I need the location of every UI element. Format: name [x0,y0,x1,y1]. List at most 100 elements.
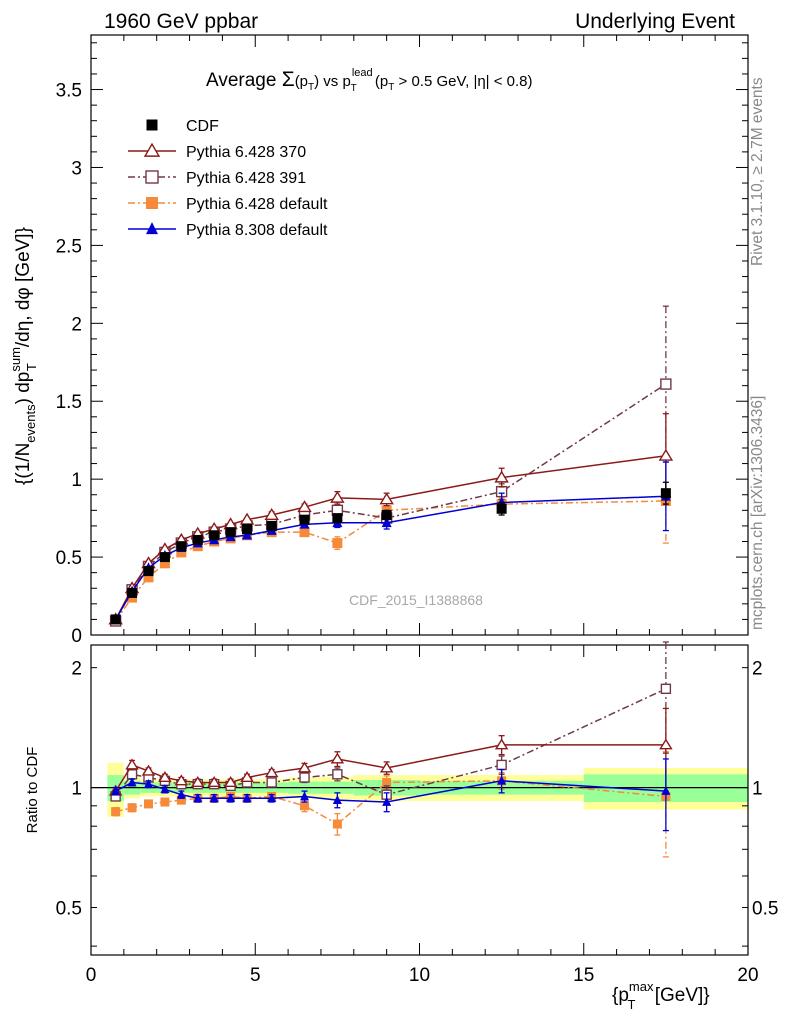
main-point-cdf [660,488,671,499]
ratio-point-p370 [191,776,205,788]
legend-label-p391: Pythia 6.428 391 [186,170,306,187]
ratio-y-tick-label: 1 [71,779,82,800]
main-point-p370 [264,507,279,520]
main-point-p6def [299,527,310,538]
plot-title-pt-sub: T [308,82,314,93]
x-tick-label: 0 [86,965,97,986]
ratio-point-p8def [193,793,203,803]
main-point-cdf [381,510,392,520]
analysis-watermark: CDF_2015_I1388868 [349,592,483,608]
mcplots-label: mcplots.cern.ch [arXiv:1306.3436] [749,396,766,630]
ratio-point-p370 [494,738,509,750]
ratio-point-p8def [267,793,277,803]
y-tick-label: 1 [71,470,82,491]
main-point-p6def [159,558,170,569]
main-point-p370 [379,492,394,505]
main-point-p6def [332,538,343,549]
ratio-point-p6def [160,797,170,807]
plot-title-cut-rest: > 0.5 GeV, |η| < 0.8) [394,73,532,90]
ratio-point-p370 [125,758,139,770]
main-point-cdf [496,503,507,514]
ratio-point-p370 [174,774,189,786]
main-point-cdf [332,513,343,524]
ratio-panel: 0.5 0.5 1 1 2 2 [56,641,778,956]
xlabel-b: [GeV]} [649,985,709,1006]
plot-title-pt-close: ) [314,73,319,90]
xlabel-a-sup: max [629,979,654,994]
ratio-point-p6def [111,807,121,817]
ratio-point-p370 [158,771,172,783]
y-tick-label: 2.5 [56,236,82,257]
ratio-y-tick-label: 0.5 [56,899,82,920]
x-tick-label: 15 [573,965,594,986]
ylabel-main-c: /dη, dφ [GeV]} [13,227,34,347]
ylabel-main-b-sub: T [24,363,39,371]
ratio-point-p391 [660,683,672,695]
legend-marker-p391 [145,170,159,184]
main-point-p370 [330,490,345,503]
ratio-point-p6def [127,803,137,813]
ratio-point-p370 [207,776,221,788]
main-panel: 0 5 10 15 20 0 0.5 1 1.5 2 2.5 3 3.5 [56,34,759,986]
plot-title-lead-sub: T [351,83,357,94]
ratio-point-p8def [160,784,170,794]
ratio-y-tick-label-right: 2 [752,659,763,680]
main-point-p370 [658,448,674,461]
ylabel-main-b: ) dp [13,372,34,405]
ratio-point-p370 [330,752,345,764]
header-left: 1960 GeV ppbar [104,10,258,33]
main-point-p8def [381,517,392,528]
ylabel-main-a-sub: events [23,404,38,443]
ratio-point-p391 [496,759,507,771]
main-point-p8def [242,529,253,540]
y-tick-label: 3 [71,158,82,179]
ratio-point-p6def [382,777,392,787]
ratio-point-p6def [300,801,310,811]
x-tick-label: 20 [737,965,758,986]
ratio-point-p8def [661,785,671,795]
y-tick-label: 3.5 [56,81,82,102]
main-point-cdf [143,566,154,577]
ratio-point-p370 [659,738,673,750]
plot-title-prefix: Average [206,70,282,91]
ratio-point-p391 [299,772,310,783]
xlabel-a-sub: T [627,997,635,1012]
legend-marker-p6def [146,197,158,209]
ratio-y-tick-label-right: 1 [752,779,763,800]
main-point-cdf [209,530,220,541]
ratio-point-p8def [300,791,310,801]
ratio-point-p6def [332,819,342,829]
legend-label-p370: Pythia 6.428 370 [186,144,306,161]
ratio-point-p391 [332,769,343,780]
ratio-point-p8def [382,796,392,806]
ylabel-main-b-sup: sum [8,347,23,372]
header-right: Underlying Event [575,10,735,33]
legend-marker-p370 [143,142,161,157]
main-point-cdf [266,520,277,531]
ratio-point-p8def [226,793,236,803]
ratio-y-tick-label-right: 0.5 [752,899,778,920]
main-point-p370 [297,500,312,513]
x-tick-label: 10 [409,965,430,986]
main-point-p6def [176,547,187,558]
ratio-point-p370 [379,761,394,773]
xlabel: {pmax T [GeV]} [612,979,710,1012]
y-tick-label: 2 [71,314,82,335]
legend-label-p8def: Pythia 8.308 default [186,222,328,239]
main-line-p6def [115,500,666,622]
y-tick-label: 1.5 [56,392,82,413]
legend-label-cdf: CDF [186,118,219,135]
ratio-point-p370 [297,761,312,773]
plot-title-sigma: Σ [282,68,295,91]
legend: CDF Pythia 6.428 370 Pythia 6.428 391 Pythi… [128,118,328,239]
main-point-p370 [494,470,509,483]
ratio-point-p6def [176,795,186,805]
y-tick-label: 0 [71,626,82,647]
ratio-point-p370 [141,764,156,776]
ratio-line-p391 [115,688,667,797]
ylabel-main-a: {(1/N [13,443,34,485]
ylabel-ratio: Ratio to CDF [24,747,41,834]
plot-title-cut: (p [371,73,389,90]
rivet-label: Rivet 3.1.10, ≥ 2.7M events [749,77,766,266]
